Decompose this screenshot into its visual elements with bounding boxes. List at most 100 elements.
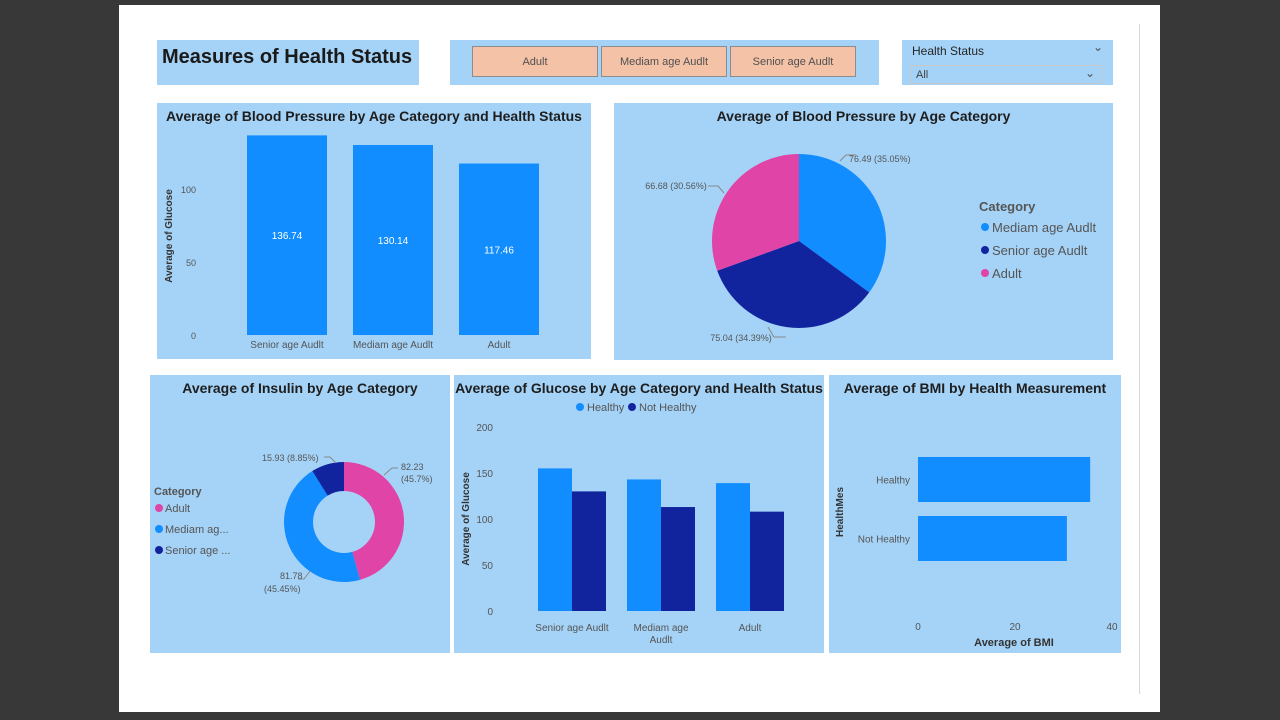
data-label: 81.78 [280, 571, 303, 581]
legend-marker [981, 223, 989, 231]
data-label: 130.14 [378, 236, 409, 247]
x-tick-label: 20 [1009, 622, 1021, 633]
chart-title: Average of BMI by Health Measurement [843, 380, 1107, 396]
chevron-down-icon: ⌄ [1084, 66, 1095, 80]
glucose-bar-chart: Average of Glucose 0 50 100 150 200 Senior ag… [461, 402, 784, 646]
legend-marker [981, 269, 989, 277]
y-axis-label: Average of Glucose [164, 189, 175, 283]
slicer-button-mediam-age[interactable]: Mediam age Audlt [601, 46, 727, 77]
donut-slice [344, 462, 405, 580]
bar [716, 483, 750, 611]
legend-title: Category [979, 199, 1036, 214]
bar [918, 516, 1067, 561]
legend-item: Not Healthy [639, 402, 697, 414]
chevron-down-icon[interactable]: ⌄ [1092, 40, 1103, 54]
insulin-donut-chart: 82.23 (45.7%) 81.78 (45.45%) 15.93 (8.85%) Ca… [154, 453, 433, 594]
data-label: 76.49 (35.05%) [849, 154, 911, 164]
bar [661, 507, 695, 611]
donut-slice [284, 471, 361, 582]
x-tick-label: Senior age Audlt [250, 340, 324, 351]
bar [353, 145, 433, 335]
data-label: 75.04 (34.39%) [710, 333, 772, 343]
filter-label: Health Status [912, 44, 985, 58]
bar [572, 491, 606, 611]
bmi-bar-chart-panel: Average of BMI by Health Measurement Hea… [829, 375, 1121, 653]
bmi-bar-chart: HealthMes Average of BMI Healthy Not Heal… [835, 457, 1118, 649]
y-tick-label: 100 [181, 185, 196, 195]
donut-slice [312, 462, 344, 496]
bp-bar-chart-panel: Average of Blood Pressure by Age Categor… [157, 103, 591, 359]
bar [627, 479, 661, 611]
leader-line [767, 326, 786, 338]
chart-title: Average of Glucose by Age Category and H… [455, 380, 823, 396]
age-category-slicer: Adult Mediam age Audlt Senior age Audlt [450, 40, 879, 85]
leader-line [324, 456, 337, 464]
legend-item: Healthy [587, 402, 625, 414]
y-tick-label: 50 [482, 561, 494, 572]
legend-marker [155, 504, 163, 512]
legend-marker [155, 525, 163, 533]
x-tick-label: Audlt [650, 635, 673, 646]
y-tick-label: 200 [476, 423, 493, 434]
y-tick-label: 100 [476, 515, 493, 526]
legend-marker [576, 403, 584, 411]
y-axis-label: Average of Glucose [461, 472, 472, 566]
x-tick-label: Adult [739, 623, 762, 634]
x-tick-label: Adult [488, 340, 511, 351]
x-tick-label: 0 [915, 622, 921, 633]
bp-pie-chart-panel: Average of Blood Pressure by Age Categor… [614, 103, 1113, 360]
x-tick-label: Mediam age Audlt [353, 340, 433, 351]
pie-slice [712, 154, 799, 271]
pie-slice [717, 241, 870, 328]
legend-item: Senior age ... [165, 545, 230, 557]
y-tick-label: 150 [476, 469, 493, 480]
bar [750, 511, 784, 611]
pie-slice [799, 154, 886, 293]
filter-value: All [916, 69, 929, 81]
legend-title: Category [154, 486, 203, 498]
legend-marker [981, 246, 989, 254]
slicer-button-adult[interactable]: Adult [472, 46, 598, 77]
chart-title: Average of Blood Pressure by Age Categor… [716, 108, 1011, 124]
data-label: 82.23 [401, 462, 424, 472]
x-axis-label: Average of BMI [974, 637, 1054, 649]
y-tick-label: 0 [487, 607, 493, 618]
data-label: (45.7%) [401, 474, 433, 484]
bar [538, 468, 572, 611]
y-axis-label: HealthMes [835, 487, 846, 537]
page-title: Measures of Health Status [162, 46, 413, 68]
bp-bar-chart: Average of Glucose 0 50 100 136.74 Senior ag… [164, 135, 539, 351]
legend-item: Adult [992, 266, 1022, 281]
chart-title: Average of Blood Pressure by Age Categor… [166, 108, 582, 124]
health-status-filter: Health Status ⌄ All ⌄ [902, 40, 1113, 85]
bar [459, 163, 539, 335]
bp-pie-chart: 76.49 (35.05%) 75.04 (34.39%) 66.68 (30.56… [645, 154, 1096, 343]
data-label: 117.46 [484, 245, 514, 256]
legend-item: Senior age Audlt [992, 243, 1088, 258]
x-tick-label: Senior age Audlt [535, 623, 609, 634]
leader-line [298, 570, 311, 580]
slicer-button-senior-age[interactable]: Senior age Audlt [730, 46, 856, 77]
data-label: (45.45%) [264, 584, 301, 594]
leader-line [383, 467, 398, 476]
y-tick-label: Not Healthy [858, 535, 910, 546]
y-tick-label: Healthy [876, 476, 910, 487]
x-tick-label: 40 [1106, 622, 1118, 633]
insulin-donut-chart-panel: Average of Insulin by Age Category 82.23… [150, 375, 450, 653]
glucose-bar-chart-panel: Average of Glucose by Age Category and H… [454, 375, 824, 653]
chart-title: Average of Insulin by Age Category [182, 380, 418, 396]
legend-marker [155, 546, 163, 554]
y-tick-label: 50 [186, 258, 196, 268]
filter-dropdown[interactable]: All ⌄ [910, 65, 1102, 84]
legend-item: Adult [165, 503, 190, 515]
data-label: 136.74 [272, 231, 303, 242]
data-label: 66.68 (30.56%) [645, 181, 707, 191]
bar [247, 135, 327, 335]
legend-item: Mediam age Audlt [992, 220, 1096, 235]
y-tick-label: 0 [191, 331, 196, 341]
scrollbar-track [1139, 24, 1140, 694]
bar [918, 457, 1091, 502]
x-tick-label: Mediam age [633, 623, 688, 634]
data-label: 15.93 (8.85%) [262, 453, 319, 463]
leader-line [839, 154, 856, 162]
